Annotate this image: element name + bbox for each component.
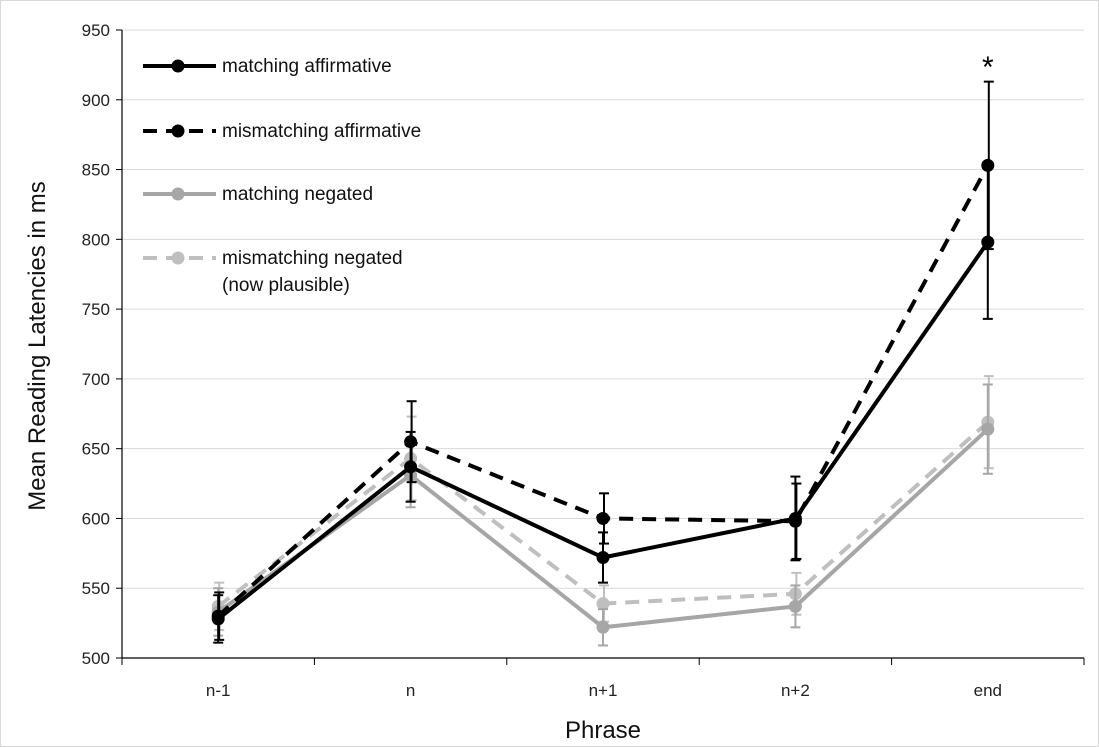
- y-tick-label: 700: [82, 370, 110, 389]
- data-point: [596, 597, 610, 611]
- data-point: [981, 235, 995, 249]
- data-point: [788, 511, 802, 525]
- legend-label: mismatching affirmative: [222, 121, 421, 142]
- legend-item: mismatching affirmative: [143, 121, 421, 142]
- gridlines: [122, 29, 1084, 589]
- x-tick-label: n-1: [206, 681, 231, 700]
- legend-swatch-marker: [171, 59, 185, 73]
- legend-swatch-marker: [171, 251, 185, 265]
- series-matching-affirmative: [211, 164, 995, 644]
- significance-asterisk: *: [982, 51, 994, 84]
- x-tick-label: n+1: [589, 681, 618, 700]
- y-axis-title: Mean Reading Latencies in ms: [24, 181, 51, 511]
- data-point: [404, 460, 418, 474]
- x-axis-title: Phrase: [565, 717, 641, 744]
- y-tick-labels: 500 550 600 650 700 750 800 850 900 950: [82, 21, 110, 668]
- legend-label: matching negated: [222, 184, 373, 205]
- legend-item: mismatching negated (now plausible): [143, 248, 403, 296]
- x-tick-labels: n-1 n n+1 n+2 end: [206, 681, 1002, 700]
- y-tick-label: 650: [82, 440, 110, 459]
- x-tick-label: end: [974, 681, 1002, 700]
- y-tick-label: 950: [82, 21, 110, 40]
- legend-item: matching affirmative: [143, 56, 392, 77]
- series-group: [211, 80, 995, 647]
- x-tick-label: n: [406, 681, 415, 700]
- y-tick-label: 850: [82, 161, 110, 180]
- legend-label: matching affirmative: [222, 56, 392, 77]
- data-point: [788, 599, 802, 613]
- legend-swatch-marker: [171, 124, 185, 138]
- data-point: [596, 551, 610, 565]
- y-tick-label: 550: [82, 579, 110, 598]
- legend: matching affirmative mismatching affirmat…: [143, 56, 421, 296]
- legend-label: mismatching negated: [222, 248, 403, 269]
- y-tick-label: 600: [82, 509, 110, 528]
- legend-item: matching negated: [143, 184, 373, 205]
- x-tick-label: n+2: [781, 681, 810, 700]
- y-tick-label: 800: [82, 230, 110, 249]
- y-tick-label: 500: [82, 649, 110, 668]
- legend-swatch-marker: [171, 187, 185, 201]
- data-point: [211, 612, 225, 626]
- data-point: [596, 620, 610, 634]
- axes: [116, 29, 1085, 665]
- legend-label-line2: (now plausible): [222, 275, 350, 296]
- y-tick-label: 750: [82, 300, 110, 319]
- data-point: [596, 511, 610, 525]
- y-tick-label: 900: [82, 91, 110, 110]
- data-point: [981, 422, 995, 436]
